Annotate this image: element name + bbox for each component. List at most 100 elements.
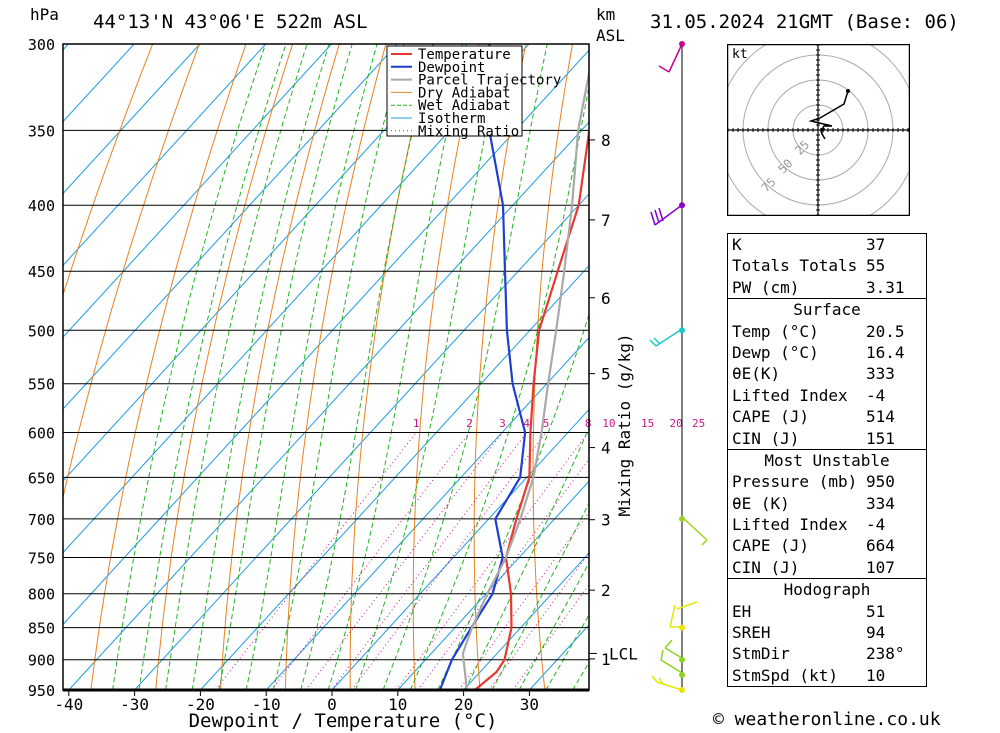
mixing-ratio-line [214,432,417,690]
stmdir-label: StmDir [732,644,790,664]
wind-level-dot [679,624,685,631]
mixing-ratio-label: 4 [523,417,530,430]
wind-barb [650,204,683,226]
wind-level-dot [679,515,685,522]
dry-adiabat-line [284,44,387,690]
dry-adiabat-line [155,44,294,690]
wind-level-dot [679,41,685,47]
surface-dewp-label: Dewp (°C) [732,342,819,362]
legend-item-label: Parcel Trajectory [418,73,561,89]
km-tick-label: 7 [601,211,611,230]
mixing-ratio-label: 15 [641,417,654,430]
legend-item-label: Wet Adiabat [418,98,511,114]
km-tick-label: 3 [601,511,611,530]
x-axis-label: Dewpoint / Temperature (°C) [189,710,498,732]
pressure-tick-label: 350 [28,122,55,140]
isotherm-line [63,44,398,410]
isotherm-line [63,44,267,267]
surface-li-value: -4 [866,385,886,405]
pressure-tick-label: 500 [28,322,55,340]
dry-adiabat-line [412,44,480,690]
wet-adiabat-line [300,44,434,690]
mu-li-value: -4 [866,515,886,535]
km-ref-label: ASL [596,26,625,45]
isotherm-line [63,44,530,554]
eh-label: EH [732,601,752,621]
mu-cape-value: 664 [866,536,895,556]
pressure-tick-label: 650 [28,469,55,487]
legend-box [386,45,523,137]
pressure-tick-label: 450 [28,263,55,281]
mixing-ratio-label: 8 [585,417,592,430]
pressure-tick-label: 950 [28,682,55,700]
mixing-ratio-label: 3 [499,417,506,430]
isotherm-line [63,44,135,123]
surface-cape-value: 514 [866,407,895,427]
wind-barb [664,639,683,659]
hodograph-unit-label: kt [732,47,748,62]
wet-adiabat-line [165,44,308,690]
legend-item-label: Temperature [418,47,511,63]
eh-value: 51 [866,601,886,621]
credit-link[interactable]: © weatheronline.co.uk [713,709,941,730]
stmspd-label: StmSpd (kt) [732,665,838,685]
dry-adiabat-line [220,44,340,690]
km-tick-label: 8 [601,131,611,150]
mixing-ratio-line [512,583,589,690]
mu-theta-label: θE (K) [732,493,790,513]
legend-item-label: Dry Adiabat [418,85,511,101]
surface-dewp-value: 16.4 [866,342,905,362]
legend-item-label: Isotherm [418,111,485,127]
sreh-label: SREH [732,623,771,643]
pressure-tick-label: 550 [28,376,55,394]
wind-level-dot [679,656,685,663]
temperature-tick-label: -20 [186,695,215,714]
isotherm-line [200,265,589,690]
surface-theta-label: θE(K) [732,364,781,384]
wet-adiabat-line [355,44,505,690]
wind-barb [649,328,683,347]
isotherm-line [331,408,589,690]
pressure-tick-label: 300 [28,36,55,54]
wet-adiabat-line [382,44,548,690]
wind-barb [658,43,683,73]
temperature-tick-label: 20 [454,695,473,714]
isotherm-line [463,552,589,690]
wet-adiabat-line [245,44,378,690]
mu-cin-label: CIN (J) [732,557,800,577]
wind-barb [660,649,683,674]
wet-adiabat-line [272,44,405,690]
most-unstable-title: Most Unstable [764,450,890,470]
isotherm-line [0,44,3,690]
surface-temp-value: 20.5 [866,321,905,341]
mixing-ratio-line [395,432,589,690]
dry-adiabat-line [90,44,247,690]
datetime-title: 31.05.2024 21GMT (Base: 06) [650,11,959,33]
sreh-value: 94 [866,623,886,643]
wet-adiabat-line [437,312,589,690]
pressure-tick-label: 400 [28,197,55,215]
isotherm-line [63,44,332,338]
pressure-tick-label: 700 [28,511,55,529]
wet-adiabat-line [464,426,589,690]
wind-level-dot [679,327,685,334]
pressure-tick-label: 800 [28,586,55,604]
mixing-ratio-label: 20 [669,417,682,430]
pressure-tick-label: 750 [28,550,55,568]
mixing-ratio-label: 5 [543,417,550,430]
location-title: 44°13'N 43°06'E 522m ASL [93,11,368,33]
wet-adiabat-line [491,501,589,690]
surface-cape-label: CAPE (J) [732,407,810,427]
isotherm-line [63,49,589,626]
isotherm-line [134,193,589,690]
mu-pressure-value: 950 [866,472,895,492]
legend-item-label: Dewpoint [418,60,485,76]
temperature-tick-label: -40 [54,695,83,714]
km-tick-label: 4 [601,439,611,458]
dry-adiabat-line [645,44,674,690]
pressure-tick-label: 850 [28,620,55,638]
mu-li-label: Lifted Index [732,515,848,535]
wind-barb [669,601,698,628]
